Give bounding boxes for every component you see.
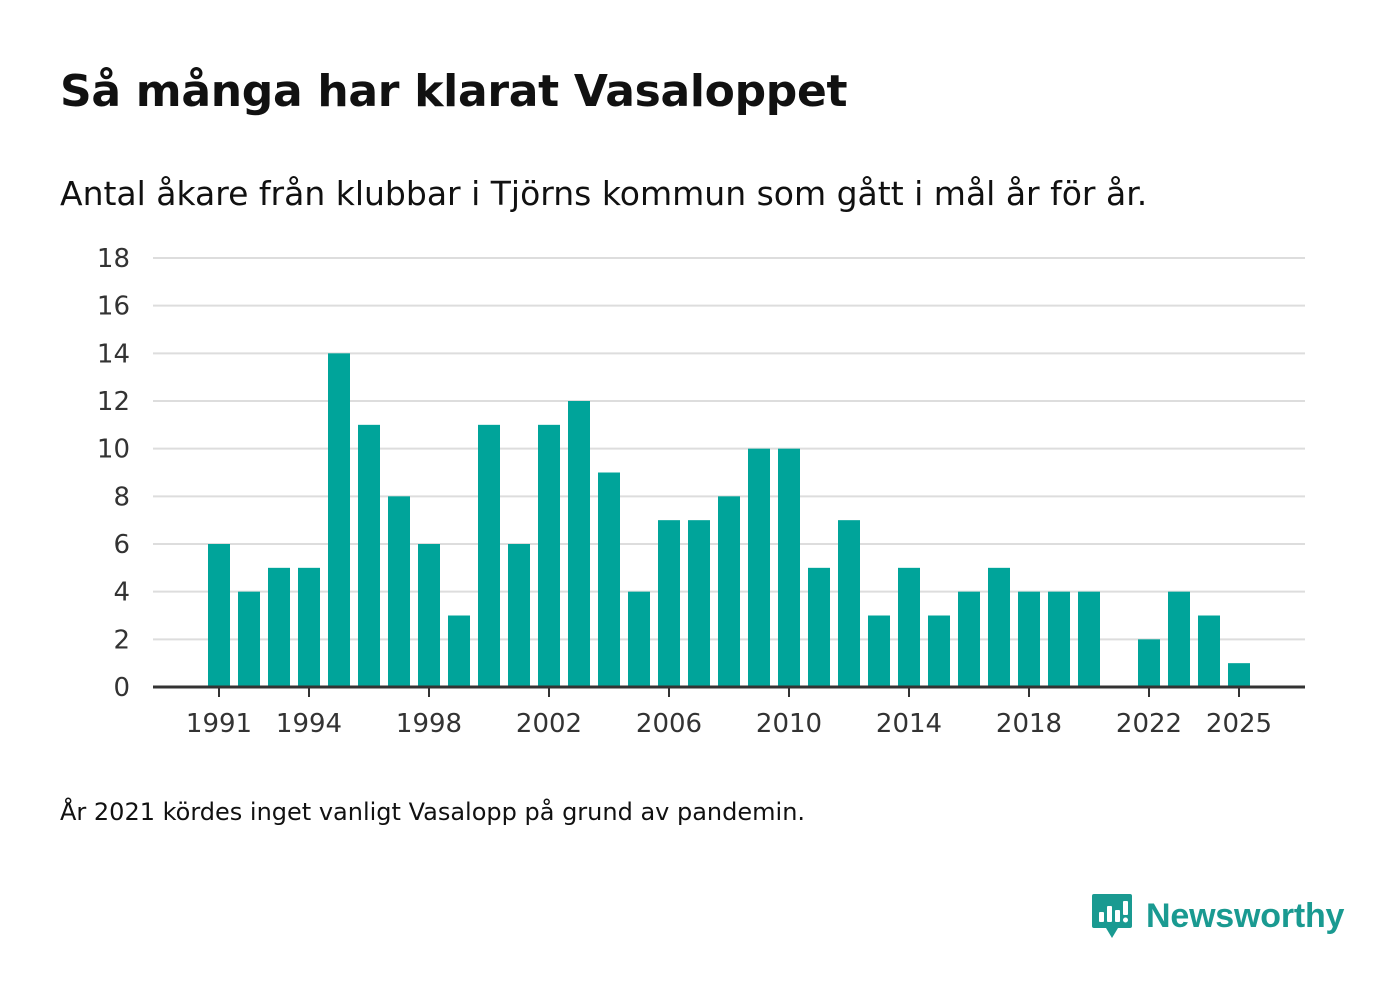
chart-title: Så många har klarat Vasaloppet	[60, 66, 848, 117]
footnote: År 2021 kördes inget vanligt Vasalopp på…	[60, 798, 806, 826]
x-tick-label: 2018	[996, 709, 1062, 739]
bar-2005	[628, 591, 650, 687]
bar-2016	[958, 591, 980, 687]
bar-2020	[1078, 591, 1100, 687]
bar-2017	[988, 567, 1010, 687]
y-tick-label: 2	[113, 625, 130, 655]
bar-2008	[718, 496, 740, 687]
x-axis-ticks: 1991 1994 1998 2002 2006 2010 2014 2018 2022 2025	[186, 687, 1272, 739]
bar-2003	[568, 401, 590, 687]
bar-2025	[1228, 663, 1250, 687]
chart-subtitle: Antal åkare från klubbar i Tjörns kommun…	[60, 174, 1148, 213]
y-tick-label: 18	[97, 244, 130, 274]
bar-2013	[868, 615, 890, 687]
bar-1993	[268, 567, 290, 687]
bar-2022	[1138, 639, 1160, 687]
bar-1994	[298, 567, 320, 687]
y-tick-label: 12	[97, 387, 130, 417]
brand-name: Newsworthy	[1146, 896, 1345, 935]
bar-2019	[1048, 591, 1070, 687]
newsworthy-logo-icon	[1092, 894, 1132, 938]
x-tick-label: 1991	[186, 709, 252, 739]
bar-2018	[1018, 591, 1040, 687]
bar-1999	[448, 615, 470, 687]
bar-2001	[508, 544, 530, 687]
bar-1997	[388, 496, 410, 687]
bar-2023	[1168, 591, 1190, 687]
y-tick-label: 10	[97, 435, 130, 465]
bar-1995	[328, 353, 350, 687]
bar-2012	[838, 520, 860, 687]
x-tick-label: 2022	[1116, 709, 1182, 739]
bar-2002	[538, 424, 560, 687]
bar-1998	[418, 544, 440, 687]
bar-1996	[358, 424, 380, 687]
x-tick-label: 2002	[516, 709, 582, 739]
bar-2004	[598, 472, 620, 687]
bar-2011	[808, 567, 830, 687]
bar-2000	[478, 424, 500, 687]
bar-2006	[658, 520, 680, 687]
y-tick-label: 4	[113, 578, 130, 608]
x-tick-label: 2025	[1206, 709, 1272, 739]
bar-2014	[898, 567, 920, 687]
bars	[208, 353, 1250, 687]
bar-1991	[208, 544, 230, 687]
bar-chart: 0 2 4 6 8 10 12 14 16 18 1991 1994 1998 2002 2006 2010…	[97, 244, 1305, 739]
y-axis-ticks: 0 2 4 6 8 10 12 14 16 18	[97, 244, 130, 703]
y-tick-label: 6	[113, 530, 130, 560]
brand-logo[interactable]: Newsworthy	[1090, 892, 1344, 940]
y-tick-label: 8	[113, 482, 130, 512]
y-tick-label: 16	[97, 292, 130, 322]
x-tick-label: 1994	[276, 709, 342, 739]
bar-2015	[928, 615, 950, 687]
bar-2007	[688, 520, 710, 687]
x-tick-label: 2010	[756, 709, 822, 739]
bar-1992	[238, 591, 260, 687]
bar-2024	[1198, 615, 1220, 687]
y-tick-label: 0	[113, 673, 130, 703]
x-tick-label: 2006	[636, 709, 702, 739]
bar-2010	[778, 448, 800, 687]
y-tick-label: 14	[97, 339, 130, 369]
x-tick-label: 1998	[396, 709, 462, 739]
x-tick-label: 2014	[876, 709, 942, 739]
bar-2009	[748, 448, 770, 687]
